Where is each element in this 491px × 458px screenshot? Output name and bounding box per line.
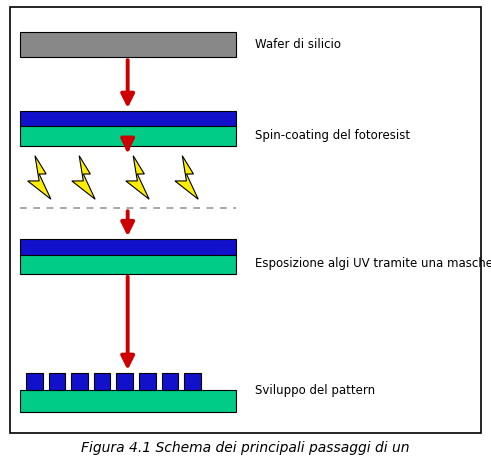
Text: Sviluppo del pattern: Sviluppo del pattern [255,384,376,397]
Bar [139,373,156,390]
Bar [94,373,110,390]
Text: Spin-coating del fotoresist: Spin-coating del fotoresist [255,129,410,142]
Bar [20,255,236,274]
Bar [49,373,65,390]
Bar [20,32,236,57]
Bar [20,239,236,256]
Bar [26,373,43,390]
Bar [20,390,236,412]
Polygon shape [27,156,51,199]
Bar [116,373,133,390]
Bar [184,373,201,390]
Text: Wafer di silicio: Wafer di silicio [255,38,341,51]
Polygon shape [72,156,95,199]
Text: Esposizione algi UV tramite una maschera: Esposizione algi UV tramite una maschera [255,257,491,270]
Bar [20,126,236,146]
Bar [20,111,236,128]
Polygon shape [126,156,149,199]
Text: Figura 4.1 Schema dei principali passaggi di un: Figura 4.1 Schema dei principali passagg… [81,441,410,455]
Bar [162,373,178,390]
Bar [71,373,88,390]
Polygon shape [175,156,198,199]
